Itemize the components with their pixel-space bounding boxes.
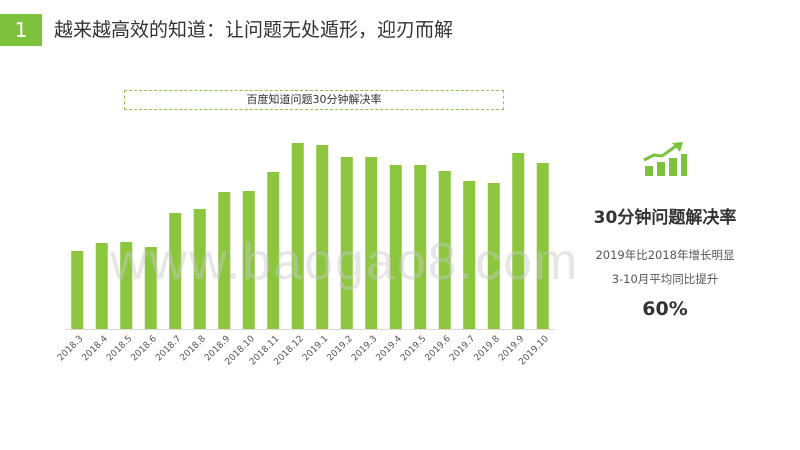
bar-2018.8 <box>193 209 206 329</box>
bar-2018.5 <box>120 242 133 329</box>
bar-2018.11 <box>267 172 280 329</box>
section-number-badge: 1 <box>0 14 42 46</box>
metric-value: 60% <box>642 298 688 320</box>
x-tick-label: 2019.3 <box>350 334 379 363</box>
x-tick-label: 2018.3 <box>56 334 85 363</box>
x-tick-label: 2019.8 <box>473 334 503 364</box>
x-tick-label: 2018.4 <box>81 334 111 364</box>
bar-2019.4 <box>389 165 402 329</box>
bar-2018.3 <box>71 251 84 329</box>
x-tick-label: 2018.6 <box>130 334 160 364</box>
bar-2019.9 <box>512 153 525 329</box>
x-tick-label: 2019.1 <box>301 334 330 363</box>
bar-2019.3 <box>365 157 378 329</box>
bar-2018.12 <box>291 143 304 329</box>
bar-2019.7 <box>463 181 476 329</box>
bar-2019.5 <box>414 165 427 329</box>
bar-2019.2 <box>340 157 353 329</box>
metric-title: 30分钟问题解决率 <box>593 208 737 228</box>
slide-title: 越来越高效的知道：让问题无处遁形，迎刃而解 <box>54 19 454 41</box>
x-tick-label: 2019.4 <box>375 334 405 364</box>
growth-bar-chart-icon <box>643 142 687 176</box>
bar-2018.10 <box>242 191 255 329</box>
bar-2019.1 <box>316 145 329 329</box>
x-tick-label: 2019.5 <box>399 334 428 363</box>
chart-title: 百度知道问题30分钟解决率 <box>124 90 504 110</box>
bar-2019.8 <box>487 183 500 329</box>
bar-chart: 2018.32018.42018.52018.62018.72018.82018… <box>56 143 555 367</box>
metric-description-line2: 3-10月平均同比提升 <box>611 272 719 286</box>
x-tick-label: 2018.5 <box>105 334 134 363</box>
bar-2018.4 <box>95 243 108 329</box>
x-tick-label: 2019.6 <box>424 334 454 364</box>
x-tick-label: 2018.8 <box>179 334 209 364</box>
x-tick-label: 2019.7 <box>448 334 477 363</box>
x-tick-label: 2019.2 <box>326 334 355 363</box>
watermark-text: www.baogao8.com <box>110 233 580 291</box>
bar-2019.6 <box>438 171 451 329</box>
bar-2018.9 <box>218 192 231 329</box>
bar-2018.7 <box>169 213 182 329</box>
bar-2018.6 <box>144 247 157 329</box>
bar-2019.10 <box>536 163 549 329</box>
metric-description-line1: 2019年比2018年增长明显 <box>595 248 735 262</box>
x-tick-label: 2018.7 <box>154 334 183 363</box>
